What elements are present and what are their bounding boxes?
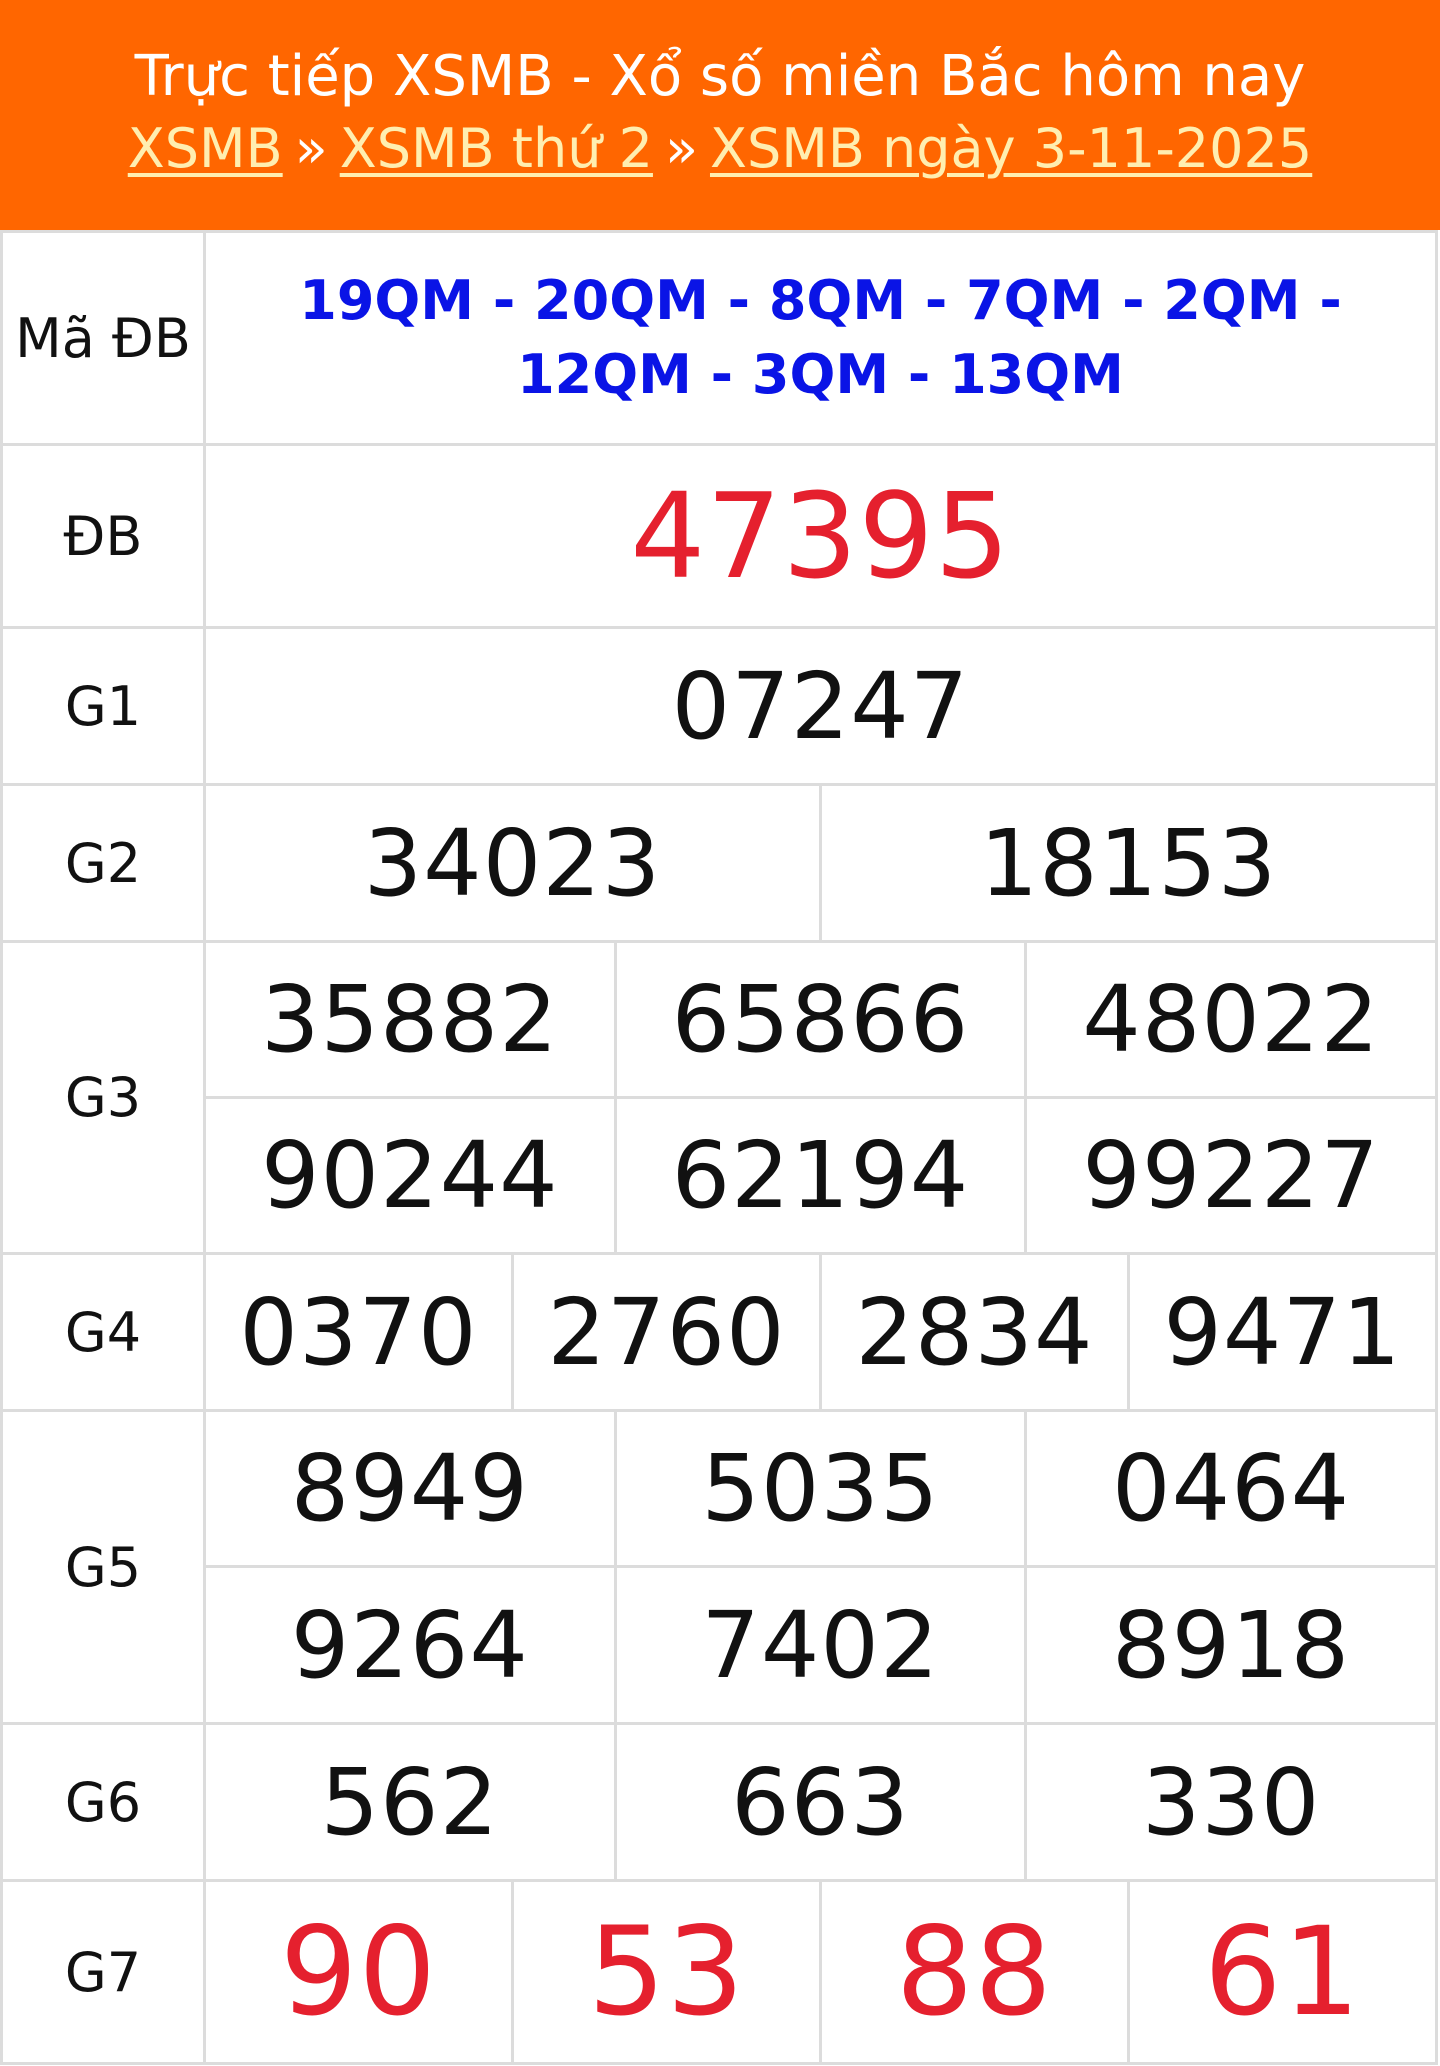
label-g7: G7 (0, 1879, 206, 2065)
g3-number: 90244 (203, 1096, 617, 1255)
g7-number: 88 (818, 1879, 1130, 2065)
breadcrumb-separator: » (664, 117, 698, 180)
breadcrumb-xsmb-thu-2[interactable]: XSMB thứ 2 (339, 117, 653, 180)
breadcrumb-xsmb-date[interactable]: XSMB ngày 3-11-2025 (709, 117, 1313, 180)
g4-number: 2834 (818, 1252, 1130, 1412)
label-g3: G3 (0, 940, 206, 1255)
g5-number: 5035 (613, 1409, 1028, 1568)
g5-number: 0464 (1024, 1409, 1438, 1568)
row-g1: G1 07247 (0, 626, 1438, 786)
label-g5: G5 (0, 1409, 206, 1725)
g4-number: 9471 (1126, 1252, 1439, 1412)
row-g4: G4 0370 2760 2834 9471 (0, 1252, 1439, 1412)
results-table: Mã ĐB 19QM - 20QM - 8QM - 7QM - 2QM - 12… (0, 230, 1439, 2065)
row-g6: G6 562 663 330 (0, 1722, 1438, 1882)
label-g2: G2 (0, 783, 206, 943)
row-ma-db: Mã ĐB 19QM - 20QM - 8QM - 7QM - 2QM - 12… (0, 230, 1438, 446)
page-header: Trực tiếp XSMB - Xổ số miền Bắc hôm nay … (0, 0, 1440, 230)
g3-number: 35882 (203, 940, 617, 1099)
row-g2: G2 34023 18153 (0, 783, 1439, 943)
g5-number: 8918 (1024, 1565, 1438, 1725)
label-g1: G1 (0, 626, 206, 786)
row-g7: G7 90 53 88 61 (0, 1879, 1439, 2065)
breadcrumb-separator: » (294, 117, 328, 180)
g6-number: 330 (1024, 1722, 1438, 1882)
row-g3: G3 35882 65866 48022 (0, 940, 1438, 1255)
g3-number: 62194 (613, 1096, 1028, 1255)
label-g4: G4 (0, 1252, 206, 1412)
g5-number: 7402 (613, 1565, 1028, 1725)
row-db: ĐB 47395 (0, 443, 1438, 629)
row-g5b: 9264 7402 8918 (2, 1565, 1438, 1725)
ma-db-codes: 19QM - 20QM - 8QM - 7QM - 2QM - 12QM - 3… (203, 230, 1438, 446)
g4-number: 2760 (510, 1252, 822, 1412)
g7-number: 53 (510, 1879, 822, 2065)
breadcrumb: XSMB» XSMB thứ 2» XSMB ngày 3-11-2025 (0, 112, 1440, 186)
g6-number: 663 (613, 1722, 1028, 1882)
g4-number: 0370 (203, 1252, 514, 1412)
g5-number: 8949 (203, 1409, 617, 1568)
g2-number: 34023 (203, 783, 822, 943)
label-db: ĐB (0, 443, 206, 629)
g7-number: 90 (203, 1879, 514, 2065)
g5-number: 9264 (203, 1565, 617, 1725)
g3-number: 65866 (613, 940, 1028, 1099)
page-title: Trực tiếp XSMB - Xổ số miền Bắc hôm nay (134, 44, 1306, 109)
row-g5: G5 8949 5035 0464 (0, 1409, 1438, 1725)
row-g3b: 90244 62194 99227 (2, 1096, 1438, 1255)
special-prize: 47395 (203, 443, 1438, 629)
label-g6: G6 (0, 1722, 206, 1882)
g6-number: 562 (203, 1722, 617, 1882)
label-ma-db: Mã ĐB (0, 230, 206, 446)
g3-number: 48022 (1024, 940, 1438, 1099)
g2-number: 18153 (818, 783, 1439, 943)
g1-number: 07247 (203, 626, 1438, 786)
g3-number: 99227 (1024, 1096, 1438, 1255)
breadcrumb-xsmb[interactable]: XSMB (127, 117, 283, 180)
g7-number: 61 (1126, 1879, 1439, 2065)
